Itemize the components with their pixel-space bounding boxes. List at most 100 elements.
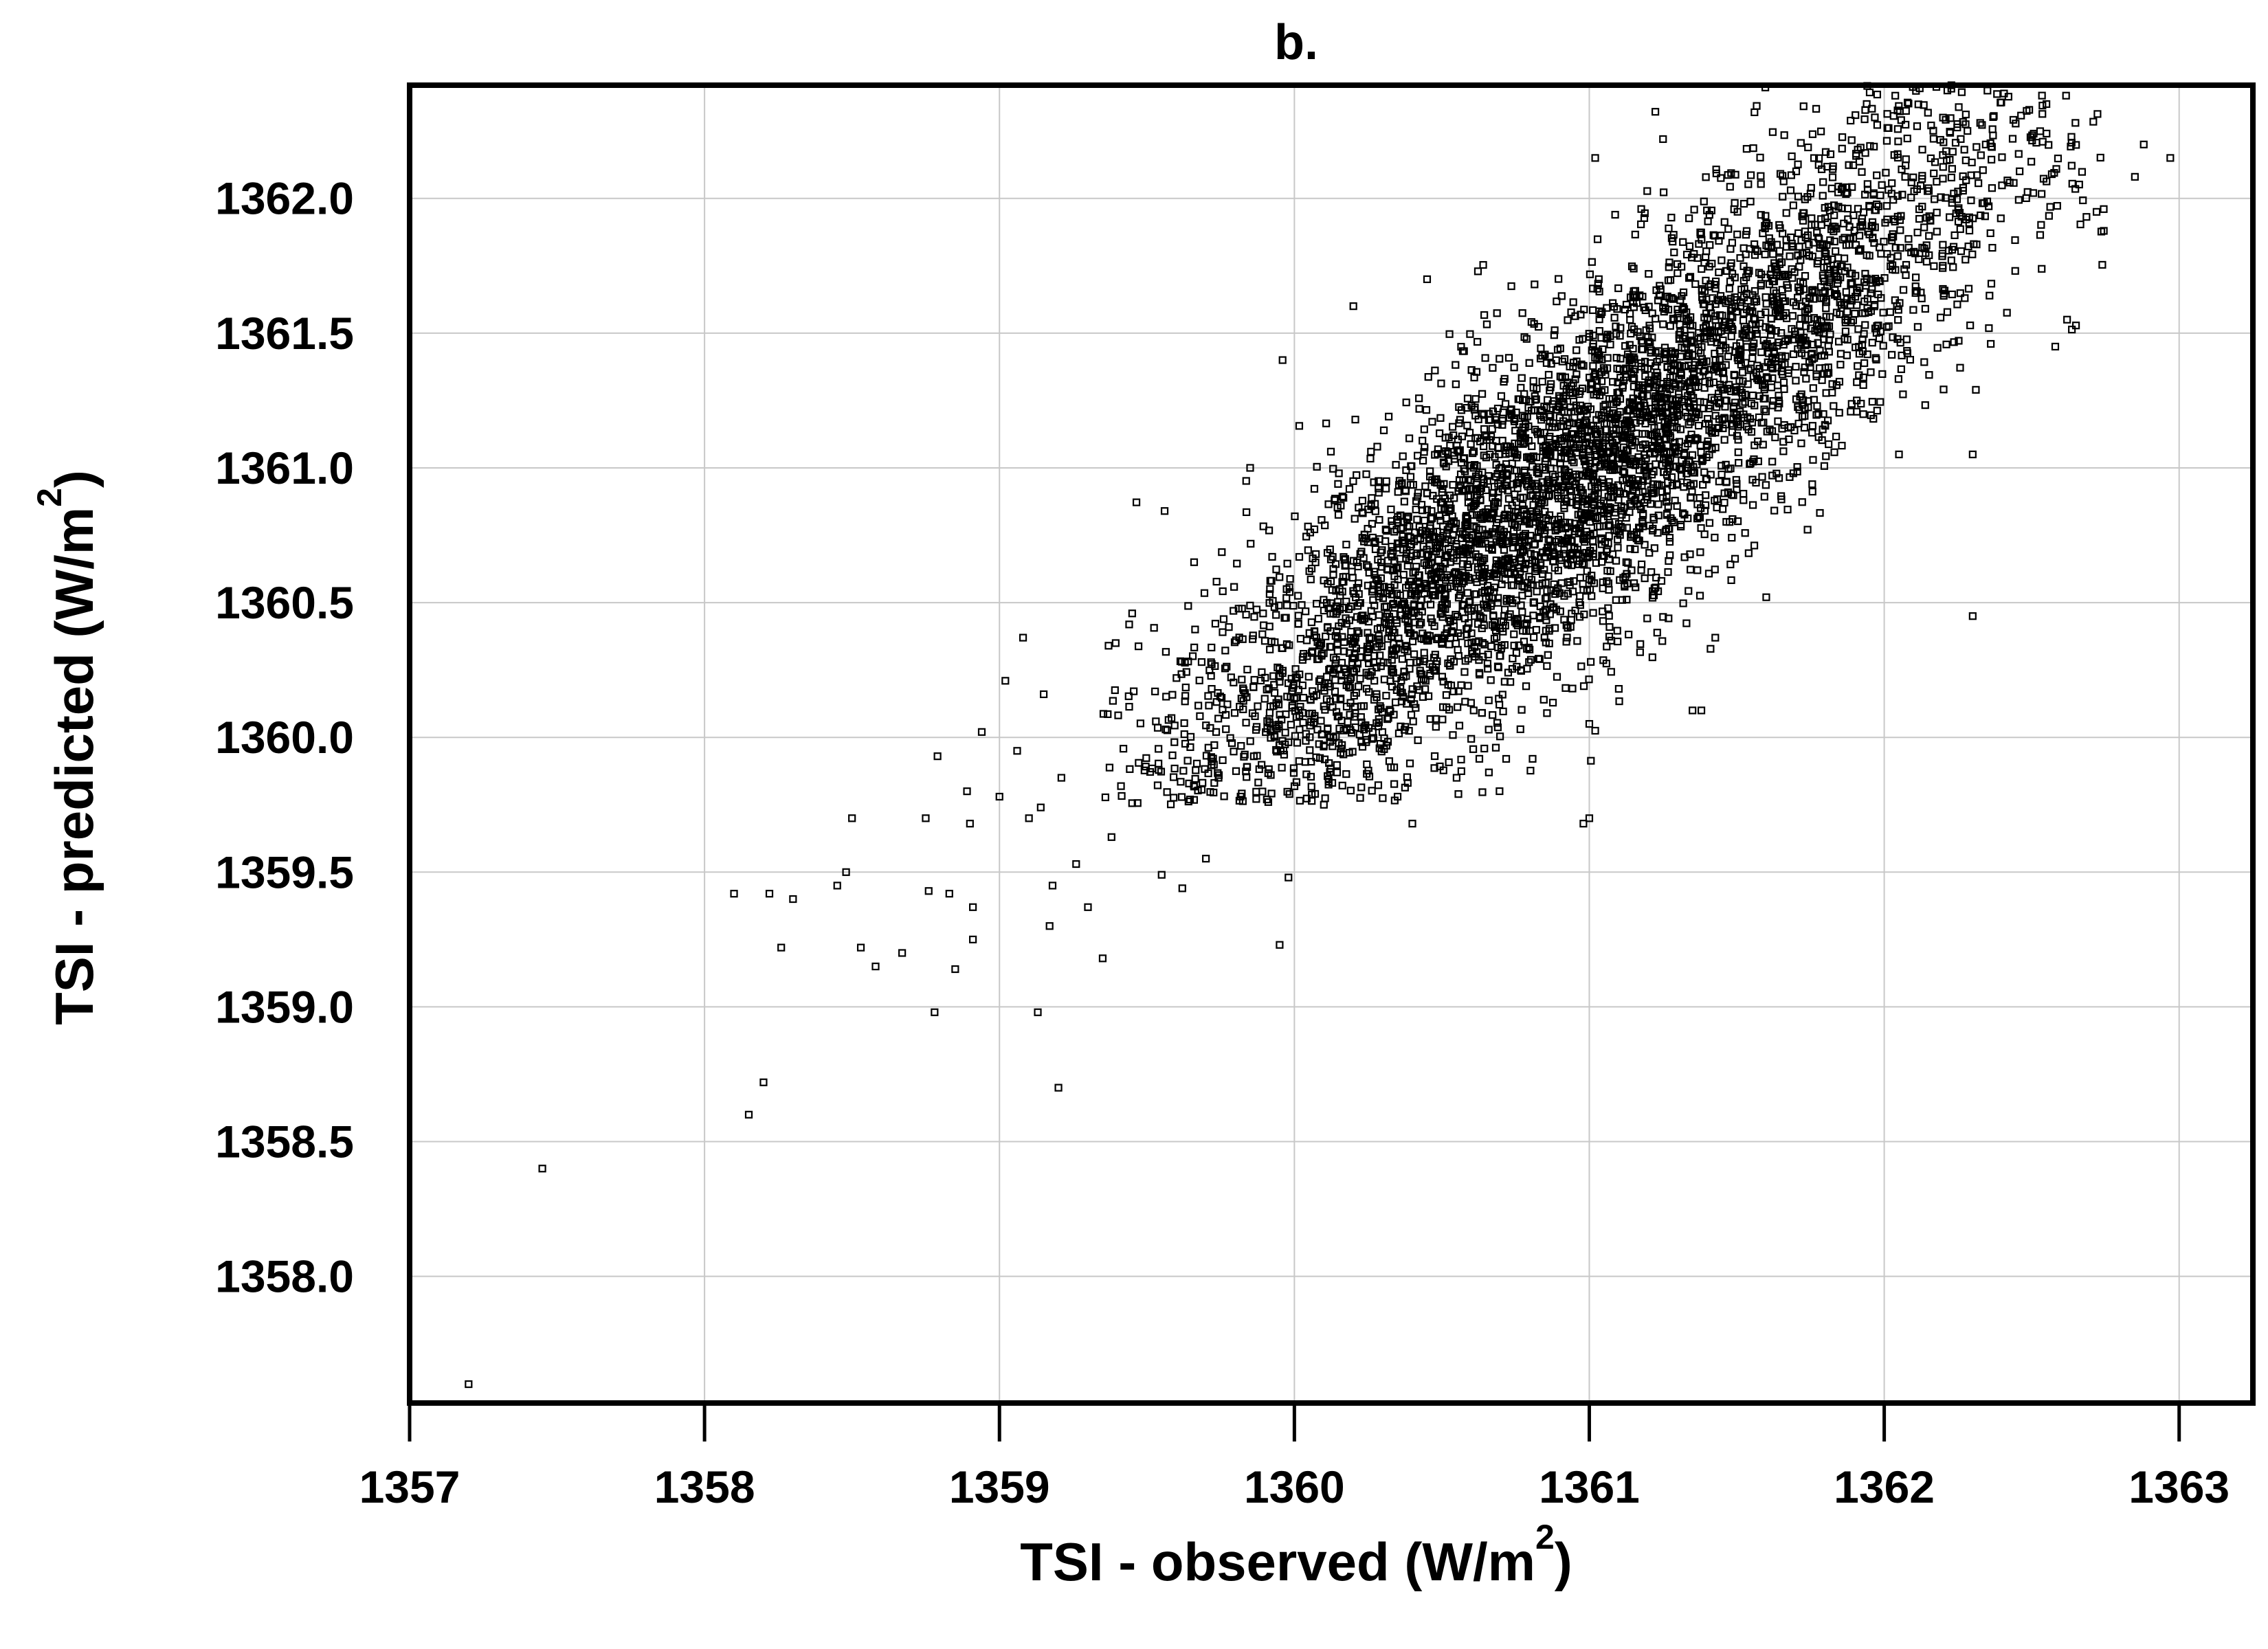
data-point: [1435, 542, 1444, 550]
data-point: [1779, 297, 1788, 305]
data-point: [1222, 725, 1230, 733]
data-point: [1507, 595, 1515, 603]
data-point: [1683, 479, 1691, 487]
data-point: [1988, 244, 1997, 252]
data-point: [1825, 440, 1833, 449]
data-point: [1333, 713, 1342, 721]
data-point: [1364, 629, 1372, 637]
data-point: [1518, 582, 1526, 590]
data-point: [1349, 477, 1357, 485]
data-point: [1801, 363, 1809, 372]
y-tick-label: 1360.5: [215, 577, 354, 628]
data-point: [1453, 441, 1461, 450]
data-point: [1269, 596, 1277, 605]
data-point: [1783, 284, 1792, 292]
data-point: [1897, 365, 1905, 373]
data-point: [1756, 153, 1764, 161]
data-point: [1439, 458, 1448, 467]
data-point: [1517, 666, 1525, 674]
data-point: [1164, 716, 1172, 724]
data-point: [1797, 439, 1805, 447]
data-point: [1761, 250, 1769, 258]
data-point: [1535, 655, 1544, 663]
data-point: [1528, 442, 1536, 451]
data-points: [465, 81, 2175, 1389]
data-point: [1274, 700, 1283, 708]
data-point: [1415, 405, 1423, 413]
data-point: [1339, 664, 1348, 673]
data-point: [1537, 526, 1545, 534]
data-point: [1445, 433, 1453, 442]
data-point: [1380, 675, 1388, 684]
data-point: [1346, 710, 1354, 719]
data-point: [1852, 271, 1860, 280]
data-point: [1646, 343, 1654, 351]
data-point: [1714, 390, 1723, 398]
data-point: [1500, 641, 1509, 649]
data-point: [1989, 131, 1997, 139]
data-point: [1320, 800, 1328, 809]
data-point: [1552, 440, 1560, 449]
data-point: [1794, 334, 1803, 342]
data-point: [1296, 635, 1305, 643]
data-point: [1569, 298, 1577, 306]
data-point: [1585, 814, 1594, 822]
data-point: [1508, 501, 1516, 510]
data-point: [1375, 489, 1383, 497]
data-point: [1414, 535, 1422, 543]
y-tick-label: 1361.5: [215, 308, 354, 359]
data-point: [1614, 389, 1623, 397]
data-point: [1223, 700, 1232, 708]
data-point: [1320, 576, 1328, 585]
data-point: [1649, 591, 1658, 600]
data-point: [1402, 466, 1410, 474]
data-point: [1634, 536, 1642, 544]
data-point: [2068, 179, 2076, 188]
data-point: [1607, 493, 1615, 502]
data-point: [1437, 379, 1445, 388]
data-point: [1923, 187, 1932, 195]
data-point: [1960, 146, 1968, 154]
data-point: [1554, 535, 1563, 544]
data-point: [1313, 726, 1322, 734]
data-point: [1425, 524, 1434, 532]
data-point: [1475, 754, 1484, 763]
data-point: [1214, 774, 1223, 782]
data-point: [1482, 433, 1491, 441]
data-point: [1586, 575, 1594, 583]
data-point: [1409, 717, 1417, 726]
data-point: [1329, 464, 1337, 473]
data-point: [1904, 98, 1912, 106]
data-point: [1452, 361, 1460, 369]
data-point: [1925, 251, 1933, 260]
data-point: [1385, 412, 1393, 420]
data-point: [1426, 467, 1434, 475]
data-point: [1474, 604, 1482, 612]
data-point: [1641, 372, 1649, 381]
data-point: [1364, 654, 1372, 662]
data-point: [966, 820, 974, 828]
data-point: [1160, 507, 1169, 515]
data-point: [1949, 263, 1957, 271]
data-point: [1883, 110, 1891, 118]
data-point: [1459, 486, 1468, 495]
data-point: [1678, 472, 1686, 480]
data-point: [1761, 380, 1769, 388]
data-point: [1605, 532, 1613, 540]
data-point: [1423, 489, 1431, 497]
data-point: [1748, 418, 1757, 427]
data-point: [1463, 550, 1471, 559]
data-point: [744, 1110, 753, 1119]
data-point: [1471, 612, 1479, 620]
data-point: [1306, 746, 1314, 754]
data-point: [1913, 228, 1922, 236]
data-point: [1736, 298, 1744, 306]
data-point: [1885, 124, 1893, 133]
data-point: [1238, 675, 1246, 684]
data-point: [1364, 581, 1372, 590]
data-point: [1820, 351, 1829, 359]
data-point: [1336, 592, 1344, 600]
data-point: [1177, 670, 1186, 678]
data-point: [1445, 506, 1454, 515]
data-point: [1589, 306, 1597, 314]
